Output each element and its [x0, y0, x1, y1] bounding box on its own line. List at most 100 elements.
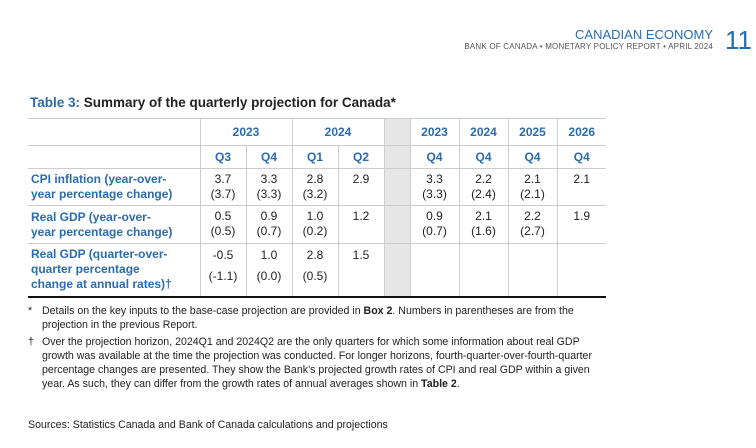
cell-value: (-1.1): [208, 269, 238, 283]
cell-value: (0.5): [210, 224, 236, 238]
cell-value: 0.5: [214, 209, 232, 223]
quarter-header: Q3: [199, 145, 246, 169]
row-label-line: CPI inflation (year-over-: [31, 172, 167, 186]
cell-value: 0.9: [426, 209, 443, 223]
note-text: Box 2: [363, 305, 393, 317]
notes: * Details on the key inputs to the base-c…: [28, 304, 606, 394]
gap: [383, 118, 410, 146]
cell-value: (0.7): [422, 224, 447, 238]
cell: 0.9 (0.7): [409, 205, 459, 244]
cell: 2.8 (0.5): [291, 243, 338, 297]
cell: -0.5 (-1.1): [199, 243, 246, 297]
row-label-line: Real GDP (year-over-: [31, 209, 151, 224]
note: † Over the projection horizon, 2024Q1 and…: [28, 335, 606, 391]
quarter-header: Q4: [409, 145, 459, 169]
cell: 1.0 (0.2): [291, 205, 338, 244]
cell-value: (1.6): [471, 224, 496, 238]
gap: [383, 205, 410, 244]
table-title-text: Summary of the quarterly projection for …: [83, 95, 396, 110]
cell-value: (3.2): [302, 187, 328, 201]
cell-value: (0.2): [302, 224, 328, 238]
cell-value: (0.5): [302, 269, 328, 283]
table: 2023 2024 2023 2024 2025 2026 Q3 Q4 Q1 Q2 Q4 Q4 Q4 Q4…: [28, 118, 606, 298]
cell: 2.8 (3.2): [291, 168, 338, 206]
row-label-line: year percentage change): [31, 224, 173, 239]
cell-value: 2.9: [352, 172, 370, 186]
gap: [383, 243, 410, 297]
cell-value: (3.3): [256, 187, 282, 201]
cell-value: 3.3: [426, 172, 443, 186]
cell: 1.5: [337, 243, 384, 297]
year-header: 2024: [458, 118, 508, 146]
cell: [556, 243, 606, 297]
cell-value: 0.9: [260, 209, 278, 223]
cell-value: (0.0): [256, 269, 282, 283]
data-row: Real GDP (year-over-year percentage chan…: [28, 205, 606, 244]
year-header: 2023: [409, 118, 459, 146]
note-mark: †: [28, 336, 34, 348]
quarter-header: Q4: [556, 145, 606, 169]
cell-value: (3.3): [422, 187, 447, 201]
cell-value: (2.4): [471, 187, 496, 201]
table-title: Table 3: Summary of the quarterly projec…: [30, 95, 396, 110]
cell: 2.1 (2.1): [507, 168, 557, 206]
cell-value: 2.2: [524, 209, 541, 223]
note-text: .: [456, 378, 460, 390]
cell: 2.9: [337, 168, 384, 206]
cell-value: 1.2: [352, 209, 370, 223]
cell: 2.2 (2.4): [458, 168, 508, 206]
corner: [28, 145, 200, 169]
cell-value: 2.1: [573, 172, 591, 186]
cell: 3.7 (3.7): [199, 168, 246, 206]
cell: [507, 243, 557, 297]
cell-value: 1.5: [352, 248, 370, 262]
header-row: 2023 2024 2023 2024 2025 2026: [28, 118, 606, 146]
cell-value: (3.7): [210, 187, 236, 201]
corner: [28, 118, 200, 146]
cell-value: 1.9: [573, 209, 591, 223]
note-text: Over the projection horizon, 2024Q1 and …: [42, 336, 592, 390]
year-header: 2023: [199, 118, 292, 146]
quarter-header: Q4: [245, 145, 292, 169]
cell: [458, 243, 508, 297]
cell: 2.1: [556, 168, 606, 206]
note-text: Table 2: [421, 378, 457, 390]
note-text: . Numbers in parentheses are from the pr…: [42, 305, 574, 331]
cell-value: 2.1: [524, 172, 541, 186]
cell-value: 1.0: [260, 248, 278, 262]
cell-value: 2.2: [475, 172, 492, 186]
source: Sources: Statistics Canada and Bank of C…: [28, 419, 388, 431]
note-text: Details on the key inputs to the base-ca…: [42, 305, 364, 317]
row-label-line: quarter percentage: [31, 262, 140, 277]
cell-value: 2.8: [306, 248, 324, 262]
data-row: Real GDP (quarter-over-quarter percentag…: [28, 243, 606, 297]
cell: 3.3 (3.3): [245, 168, 292, 206]
quarter-header: Q4: [507, 145, 557, 169]
note-mark: *: [28, 305, 33, 317]
header-section: CANADIAN ECONOMY: [575, 27, 713, 42]
gap: [383, 145, 410, 169]
cell-value: 2.8: [306, 172, 324, 186]
cell: 1.0 (0.0): [245, 243, 292, 297]
year-header: 2026: [556, 118, 606, 146]
table-label: Table 3:: [30, 95, 81, 110]
cell-value: (0.7): [256, 224, 282, 238]
cell-value: 3.3: [260, 172, 278, 186]
cell-value: 1.0: [306, 209, 324, 223]
year-header: 2024: [291, 118, 384, 146]
quarter-header: Q1: [291, 145, 338, 169]
header-subtitle: BANK OF CANADA • MONETARY POLICY REPORT …: [464, 42, 713, 51]
cell-value: 2.1: [475, 209, 492, 223]
row-label: Real GDP (year-over-year percentage chan…: [28, 205, 200, 244]
cell: [409, 243, 459, 297]
row-label-line: change at annual rates)†: [31, 277, 172, 292]
note: * Details on the key inputs to the base-c…: [28, 304, 606, 332]
cell-value: (2.7): [520, 224, 545, 238]
cell: 1.9: [556, 205, 606, 244]
cell: 2.1 (1.6): [458, 205, 508, 244]
cell: 3.3 (3.3): [409, 168, 459, 206]
page-number: 11: [725, 25, 752, 55]
cell: 0.9 (0.7): [245, 205, 292, 244]
row-label: CPI inflation (year-over-year percentage…: [28, 168, 200, 206]
